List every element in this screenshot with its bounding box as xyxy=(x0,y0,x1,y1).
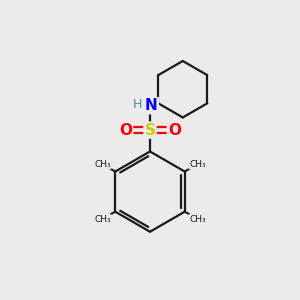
Text: N: N xyxy=(145,98,158,113)
Text: O: O xyxy=(168,123,181,138)
Text: H: H xyxy=(133,98,142,111)
Text: CH₃: CH₃ xyxy=(94,160,111,169)
Text: CH₃: CH₃ xyxy=(94,214,111,224)
Text: CH₃: CH₃ xyxy=(189,160,206,169)
Text: O: O xyxy=(119,123,132,138)
Text: S: S xyxy=(145,123,155,138)
Text: CH₃: CH₃ xyxy=(189,214,206,224)
